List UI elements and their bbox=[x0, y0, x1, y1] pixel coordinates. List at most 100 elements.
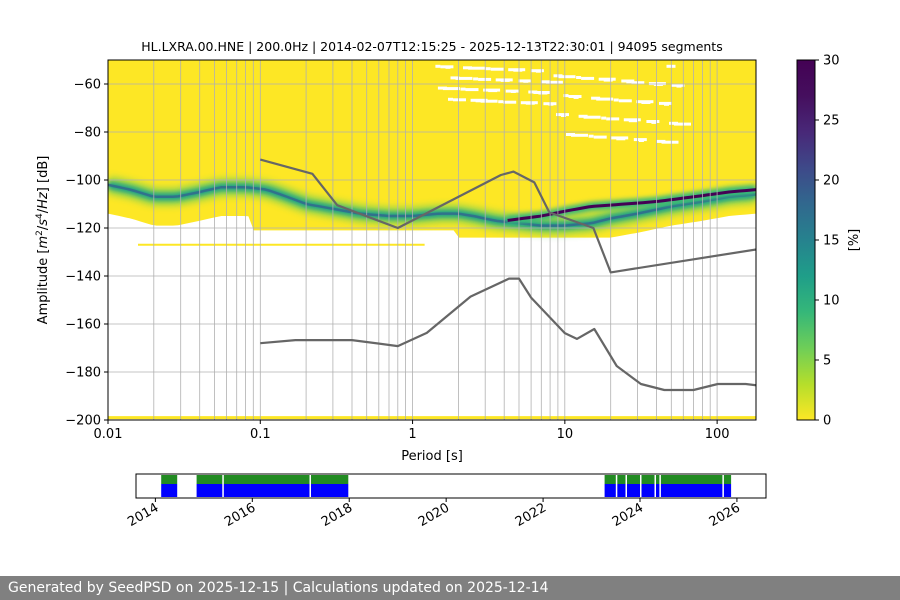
colorbar-tick-label: 5 bbox=[823, 354, 831, 369]
heatmap-empty-bin bbox=[676, 84, 682, 88]
heatmap-empty-bin bbox=[561, 114, 566, 117]
heatmap-empty-bin bbox=[661, 140, 679, 144]
grid-lines bbox=[108, 60, 756, 420]
secondary-band-core bbox=[507, 188, 756, 222]
x-tick-label: 100 bbox=[705, 427, 730, 442]
y-tick-label: −160 bbox=[65, 318, 101, 333]
coverage-gap bbox=[722, 475, 724, 497]
heatmap-empty-bin bbox=[618, 99, 632, 103]
y-axis-ticks: −60 −80 −100 −120 −140 −160 −180 −200 bbox=[65, 78, 108, 429]
heatmap-empty-bin bbox=[603, 78, 613, 82]
heatmap-empty-bin bbox=[540, 80, 550, 84]
heatmap-empty-bin bbox=[538, 91, 548, 95]
y-tick-label: −80 bbox=[74, 126, 101, 141]
heatmap-empty-bin bbox=[591, 96, 601, 100]
heatmap-empty-bin bbox=[669, 121, 678, 125]
heatmap-empty-bin bbox=[548, 102, 554, 106]
heatmap-empty-bin bbox=[616, 137, 626, 141]
heatmap-empty-bin bbox=[455, 76, 473, 80]
timeline-ticks: 2014 2016 2018 2020 2022 2024 2026 bbox=[125, 498, 743, 530]
heatmap-empty-bin bbox=[571, 133, 588, 137]
heatmap-empty-bin bbox=[558, 75, 576, 79]
heatmap-empty-bin bbox=[566, 133, 575, 136]
coverage-green-bar bbox=[196, 475, 349, 484]
heatmap-empty-bin bbox=[465, 88, 479, 92]
heatmap-empty-bin bbox=[638, 139, 644, 142]
heatmap-empty-bin bbox=[563, 94, 569, 98]
y-tick-label: −100 bbox=[65, 174, 101, 189]
high-noise-model-line bbox=[260, 158, 756, 274]
coverage-blue-bar bbox=[604, 484, 732, 497]
coverage-blue-bar bbox=[196, 484, 349, 497]
heatmap-empty-bin bbox=[445, 65, 451, 69]
chart-title: HL.LXRA.00.HNE | 200.0Hz | 2014-02-07T12… bbox=[141, 39, 722, 54]
timeline-frame bbox=[135, 473, 767, 499]
x-tick-label: 1 bbox=[408, 427, 416, 442]
plot-frame bbox=[107, 59, 757, 421]
y-tick-label: −200 bbox=[65, 414, 101, 429]
heatmap-empty-bin bbox=[581, 76, 595, 80]
heatmap-empty-bin bbox=[613, 98, 619, 102]
heatmap-empty-bin bbox=[535, 69, 541, 73]
colorbar-tick-label: 30 bbox=[823, 54, 840, 69]
coverage-gap bbox=[640, 475, 642, 497]
x-tick-label: 0.01 bbox=[94, 427, 123, 442]
heatmap-empty-bin bbox=[628, 119, 638, 123]
heatmap-empty-bin bbox=[453, 98, 466, 102]
ppsd-plot: 0.01 0.1 1 10 100 −60 −80 −100 −120 −140 −160 −180… bbox=[35, 59, 757, 464]
heatmap-empty-bin bbox=[674, 122, 691, 126]
x-axis-ticks: 0.01 0.1 1 10 100 bbox=[94, 420, 730, 442]
x-tick-label: 10 bbox=[557, 427, 574, 442]
heatmap-empty-bin bbox=[500, 78, 510, 82]
heatmap-empty-bin bbox=[490, 67, 504, 71]
heatmap-empty-bin bbox=[525, 101, 535, 105]
timeline-tick-label: 2024 bbox=[610, 500, 646, 530]
heatmap-empty-bin bbox=[485, 67, 491, 71]
heatmap-empty-bin bbox=[480, 99, 498, 103]
heatmap-empty-bin bbox=[596, 97, 614, 101]
heatmap-empty-bin bbox=[450, 76, 460, 80]
heatmap-empty-bin bbox=[442, 87, 460, 91]
coverage-timeline: 2014 2016 2018 2020 2022 2024 2026 bbox=[125, 473, 767, 530]
heatmap-empty-bin bbox=[583, 115, 601, 119]
heatmap-empty-bin bbox=[588, 134, 594, 138]
heatmap-empty-bin bbox=[523, 79, 529, 83]
colorbar-tick-label: 15 bbox=[823, 234, 840, 249]
coverage-gap bbox=[654, 475, 656, 497]
noise-models bbox=[260, 158, 756, 392]
heatmap-empty-bin bbox=[478, 77, 492, 81]
heatmap-empty-bin bbox=[448, 97, 453, 101]
coverage-blue-bar bbox=[161, 484, 178, 497]
footer-text: Generated by SeedPSD on 2025-12-15 | Cal… bbox=[8, 580, 549, 596]
y-tick-label: −120 bbox=[65, 222, 101, 237]
timeline-tick-label: 2022 bbox=[513, 500, 549, 530]
timeline-tick-label: 2016 bbox=[222, 500, 258, 530]
heatmap-empty-bin bbox=[513, 68, 523, 72]
heatmap-empty-bin bbox=[576, 76, 582, 79]
low-noise-model-line bbox=[260, 277, 756, 392]
ppsd-mode-core bbox=[108, 183, 756, 227]
heatmap-empty-bin bbox=[498, 100, 504, 104]
heatmap-empty-bin bbox=[435, 64, 441, 68]
heatmap-empty-bin bbox=[473, 77, 479, 81]
coverage-green-bar bbox=[604, 475, 732, 484]
timeline-tick-label: 2026 bbox=[707, 500, 743, 530]
heatmap-empty-bin bbox=[578, 114, 588, 118]
heatmap-empty-bin bbox=[475, 99, 485, 103]
colorbar-gradient bbox=[796, 59, 816, 421]
colorbar: 0 5 10 15 20 25 30 [%] bbox=[796, 54, 862, 429]
y-tick-label: −60 bbox=[74, 78, 101, 93]
heatmap-empty-bin bbox=[545, 80, 563, 84]
heatmap-empty-bin bbox=[528, 90, 538, 94]
heatmap-empty-bin bbox=[606, 117, 620, 121]
colorbar-tick-label: 20 bbox=[823, 174, 840, 189]
x-axis-label: Period [s] bbox=[401, 449, 463, 464]
colorbar-tick-label: 0 bbox=[823, 414, 831, 429]
coverage-green-bar bbox=[161, 475, 178, 484]
colorbar-ticks: 0 5 10 15 20 25 30 bbox=[815, 54, 840, 429]
heatmap-empty-bin bbox=[664, 102, 669, 106]
heatmap-empty-bin bbox=[641, 101, 651, 104]
y-tick-label: −180 bbox=[65, 366, 101, 381]
y-tick-label: −140 bbox=[65, 270, 101, 285]
